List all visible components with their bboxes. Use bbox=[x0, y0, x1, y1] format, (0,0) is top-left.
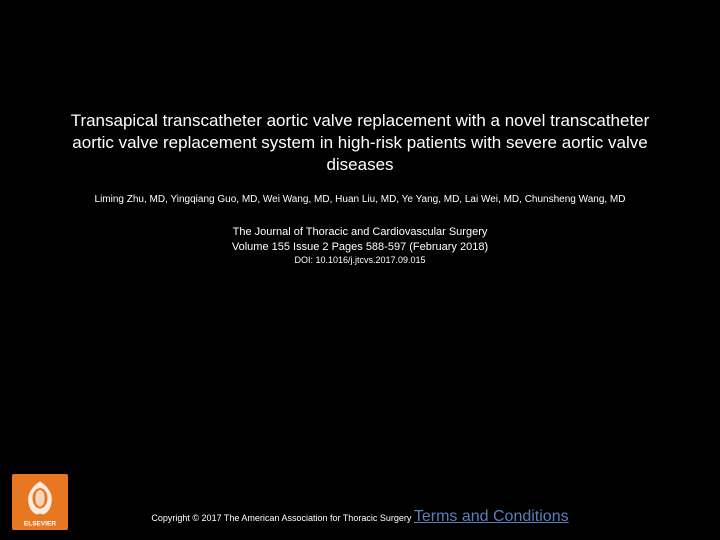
terms-link[interactable]: Terms and Conditions bbox=[414, 508, 569, 525]
paper-metadata: Transapical transcatheter aortic valve r… bbox=[50, 110, 670, 265]
paper-title: Transapical transcatheter aortic valve r… bbox=[50, 110, 670, 176]
doi: DOI: 10.1016/j.jtcvs.2017.09.015 bbox=[50, 255, 670, 265]
paper-authors: Liming Zhu, MD, Yingqiang Guo, MD, Wei W… bbox=[50, 194, 670, 205]
volume-info: Volume 155 Issue 2 Pages 588-597 (Februa… bbox=[50, 241, 670, 253]
copyright-text: Copyright © 2017 The American Associatio… bbox=[151, 513, 413, 523]
footer: Copyright © 2017 The American Associatio… bbox=[0, 508, 720, 526]
journal-name: The Journal of Thoracic and Cardiovascul… bbox=[50, 225, 670, 240]
